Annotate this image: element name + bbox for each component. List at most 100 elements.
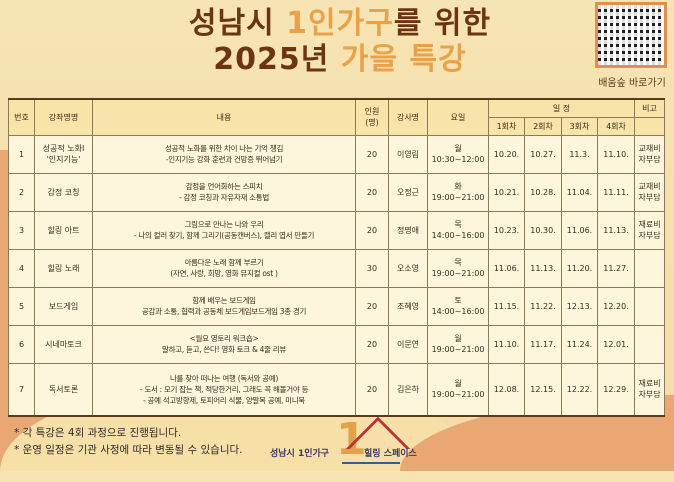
cell-no: 1 [8,134,35,174]
cell-date: 12.20. [596,286,636,326]
cell-instructor: 오정근 [388,172,428,212]
cell-date: 11.06. [561,210,598,250]
cell-note [634,248,666,288]
cell-instructor: 오소영 [388,248,428,288]
cell-content: 아름다운 노래 함께 부르기 (자연, 사랑, 희망, 영화 뮤지컬 ost ) [92,248,356,288]
cell-date: 11.10. [488,324,525,364]
cell-date: 11.24. [561,324,598,364]
cell-content: <월요 영토리 워크숍> 말하고, 듣고, 쓴다! 영화 토크 & 4줄 리뷰 [92,324,356,364]
cell-date: 10.21. [488,172,525,212]
cell-content: 감정을 언어화하는 스피치 - 감정 코칭과 자유자재 소통법 [92,172,356,212]
cell-content: 성공적 노화를 위한 차이 나는 기억 챙김 -인지기능 강화 훈련과 건망증 … [92,134,356,174]
cell-course: 감정 코칭 [34,172,93,212]
cell-date: 12.13. [561,286,598,326]
cell-instructor: 이영림 [388,134,428,174]
cell-day: 월 10:30~12:00 [427,134,489,174]
table-row: 5 보드게임 함께 배우는 보드게임 공감과 소통, 협력과 공동체 보드게임보드게… [8,286,666,326]
cell-date: 11.20. [561,248,598,288]
notes: * 각 특강은 4회 과정으로 진행됩니다. * 운영 일정은 기관 사정에 따… [14,425,243,459]
table-row: 6 시네마토크 <월요 영토리 워크숍> 말하고, 듣고, 쓴다! 영화 토크 & … [8,324,666,364]
cell-course: 성공적 노화Ⅰ '인지기능' [34,134,93,174]
header-session: 1회차 [488,116,525,136]
cell-no: 5 [8,286,35,326]
cell-note: 교재비 자부담 [634,134,666,174]
cell-date: 11.10. [596,134,636,174]
cell-date: 10.30. [524,210,562,250]
header-session: 3회차 [561,116,598,136]
lecture-schedule-table: 번호 강좌명명 내용 인원 (명) 강사명 요일 일 정 비고 1회차 2회차 3회… [8,98,666,417]
cell-instructor: 조혜영 [388,286,428,326]
cell-date: 10.27. [524,134,562,174]
header-day: 요일 [427,98,489,136]
cell-date: 11.15. [488,286,525,326]
header-capacity: 인원 (명) [355,98,389,136]
header-session: 2회차 [524,116,562,136]
cell-date: 10.20. [488,134,525,174]
cell-course: 힐링 아트 [34,210,93,250]
cell-date: 12.22. [561,362,598,417]
page-title: 성남시 1인가구를 위한 2025년 가을 특강 [188,6,492,77]
cell-capacity: 20 [355,210,389,250]
cell-note: 재료비 자부담 [634,210,666,250]
cell-day: 목 14:00~16:00 [427,210,489,250]
table-row: 1 성공적 노화Ⅰ '인지기능' 성공적 노화를 위한 차이 나는 기억 챙김 -인… [8,134,666,174]
cell-date: 11.3. [561,134,598,174]
cell-date: 11.11. [596,172,636,212]
cell-day: 목 19:00~21:00 [427,248,489,288]
cell-no: 7 [8,362,35,417]
cell-no: 4 [8,248,35,288]
cell-date: 11.06. [488,248,525,288]
cell-day: 월 19:00~21:00 [427,362,489,417]
cell-instructor: 이문연 [388,324,428,364]
cell-date: 11.27. [596,248,636,288]
table-row: 4 힐링 노래 아름다운 노래 함께 부르기 (자연, 사랑, 희망, 영화 뮤지컬… [8,248,666,288]
note-line: * 운영 일정은 기관 사정에 따라 변동될 수 있습니다. [14,444,243,456]
cell-capacity: 20 [355,362,389,417]
cell-date: 12.01. [596,324,636,364]
cell-note: 재료비 자부담 [634,362,666,417]
header-course: 강좌명명 [34,98,93,136]
cell-date: 12.08. [488,362,525,417]
cell-date: 11.04. [561,172,598,212]
header-instructor: 강사명 [388,98,428,136]
qr-label[interactable]: 배움숲 바로가기 [598,78,666,89]
cell-content: 나를 찾아 떠나는 여행 (독서와 공예) - 도서 : 모기 잡는 책, 적당… [92,362,356,417]
header-schedule: 일 정 [487,98,636,118]
cell-capacity: 20 [355,172,389,212]
cell-note [634,324,666,364]
cell-instructor: 정명애 [388,210,428,250]
cell-date: 10.28. [524,172,562,212]
cell-no: 6 [8,324,35,364]
table-row: 7 독서토론 나를 찾아 떠나는 여행 (독서와 공예) - 도서 : 모기 잡는 … [8,362,666,417]
cell-date: 11.13. [524,248,562,288]
cell-date: 12.15. [524,362,562,417]
cell-date: 12.29. [596,362,636,417]
cell-note: 교재비 자부담 [634,172,666,212]
cell-date: 10.23. [488,210,525,250]
cell-capacity: 20 [355,324,389,364]
header-content: 내용 [92,98,356,136]
cell-content: 그림으로 만나는 나와 우리 - 나의 컬러 찾기, 함께 그리기(공동캔버스)… [92,210,356,250]
header-no: 번호 [8,98,35,136]
header-note: 비고 [634,98,666,118]
cell-course: 힐링 노래 [34,248,93,288]
cell-capacity: 20 [355,286,389,326]
cell-capacity: 30 [355,248,389,288]
cell-content: 함께 배우는 보드게임 공감과 소통, 협력과 공동체 보드게임보드게임 3종 … [92,286,356,326]
cell-day: 화 19:00~21:00 [427,172,489,212]
qr-code[interactable] [595,2,667,68]
header-note-blank [634,116,666,136]
cell-date: 11.13. [596,210,636,250]
cell-day: 토 14:00~16:00 [427,286,489,326]
cell-course: 보드게임 [34,286,93,326]
cell-instructor: 김은하 [388,362,428,417]
cell-no: 3 [8,210,35,250]
note-line: * 각 특강은 4회 과정으로 진행됩니다. [14,427,182,439]
cell-note [634,286,666,326]
cell-no: 2 [8,172,35,212]
cell-course: 시네마토크 [34,324,93,364]
cell-date: 11.22. [524,286,562,326]
table-row: 2 감정 코칭 감정을 언어화하는 스피치 - 감정 코칭과 자유자재 소통법 20 오… [8,172,666,212]
cell-capacity: 20 [355,134,389,174]
header-session: 4회차 [596,116,636,136]
